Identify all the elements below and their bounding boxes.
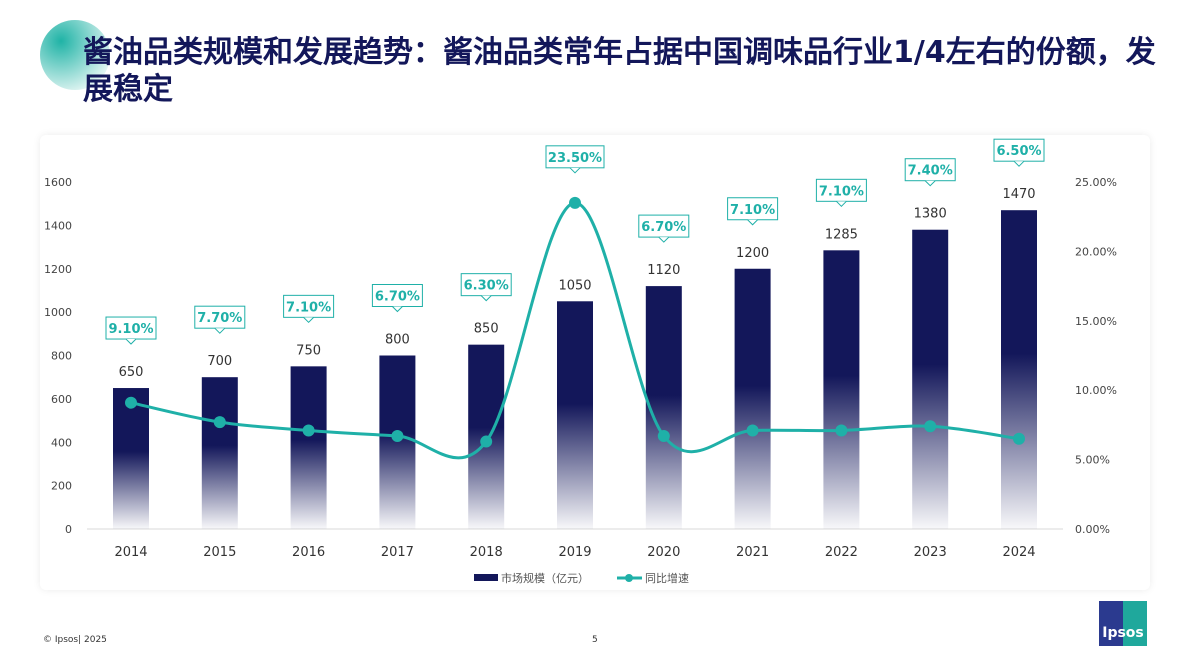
growth-label-pointer bbox=[569, 167, 581, 174]
x-tick-label: 2020 bbox=[647, 545, 680, 560]
bar bbox=[290, 366, 327, 529]
x-tick-label: 2021 bbox=[736, 545, 769, 560]
x-tick-label: 2023 bbox=[914, 545, 947, 560]
growth-label-pointer bbox=[392, 306, 403, 313]
growth-label: 6.50% bbox=[996, 144, 1041, 159]
bar-value-label: 1380 bbox=[914, 207, 947, 222]
bar-value-label: 1285 bbox=[825, 227, 858, 242]
x-tick-label: 2018 bbox=[470, 545, 503, 560]
bar bbox=[113, 388, 149, 529]
y2-tick-label: 20.00% bbox=[1075, 245, 1117, 258]
legend-bar-label: 市场规模（亿元） bbox=[501, 571, 589, 585]
y2-tick-label: 0.00% bbox=[1075, 523, 1110, 536]
growth-label: 6.70% bbox=[641, 220, 686, 235]
decorative-circle bbox=[40, 20, 110, 90]
y2-tick-label: 5.00% bbox=[1075, 454, 1110, 467]
bar-value-label: 750 bbox=[296, 343, 321, 358]
growth-label: 7.40% bbox=[908, 164, 953, 179]
bar-value-label: 1200 bbox=[736, 246, 769, 261]
growth-label: 6.30% bbox=[464, 279, 509, 294]
x-tick-label: 2015 bbox=[203, 545, 236, 560]
bar bbox=[201, 377, 238, 529]
growth-point bbox=[835, 424, 848, 437]
y-tick-label: 600 bbox=[51, 393, 72, 406]
growth-label-pointer bbox=[480, 295, 492, 302]
growth-label: 9.10% bbox=[108, 322, 153, 337]
x-tick-label: 2022 bbox=[825, 545, 858, 560]
y-tick-label: 1400 bbox=[44, 219, 72, 232]
page-number: 5 bbox=[592, 635, 598, 645]
growth-point bbox=[480, 435, 493, 448]
x-tick-label: 2019 bbox=[558, 545, 591, 560]
growth-label: 7.70% bbox=[197, 311, 242, 326]
growth-point bbox=[391, 430, 404, 443]
bar-value-label: 1050 bbox=[558, 278, 591, 293]
bar-value-label: 700 bbox=[207, 354, 232, 369]
bar bbox=[379, 355, 416, 529]
growth-point bbox=[213, 416, 226, 429]
y-tick-label: 0 bbox=[65, 523, 72, 536]
x-tick-label: 2024 bbox=[1002, 545, 1035, 560]
growth-label-pointer bbox=[836, 200, 847, 208]
growth-label: 7.10% bbox=[819, 184, 864, 199]
y-tick-label: 800 bbox=[51, 350, 72, 363]
y2-tick-label: 25.00% bbox=[1075, 176, 1117, 189]
y-tick-label: 1200 bbox=[44, 263, 72, 276]
bar bbox=[734, 268, 771, 529]
bar bbox=[912, 229, 949, 529]
y2-tick-label: 10.00% bbox=[1075, 384, 1117, 397]
growth-point bbox=[1013, 432, 1025, 445]
growth-label-pointer bbox=[747, 219, 758, 226]
y-tick-label: 1600 bbox=[44, 176, 72, 189]
bar-value-label: 1120 bbox=[647, 263, 680, 278]
bar bbox=[1001, 210, 1037, 529]
growth-label-pointer bbox=[1013, 160, 1025, 167]
ipsos-logo: Ipsos bbox=[1099, 601, 1147, 646]
y-tick-label: 1000 bbox=[44, 306, 72, 319]
x-tick-label: 2017 bbox=[381, 545, 414, 560]
page-title: 酱油品类规模和发展趋势：酱油品类常年占据中国调味品行业1/4左右的份额，发展稳定 bbox=[83, 35, 1156, 107]
bar-value-label: 650 bbox=[119, 365, 144, 380]
bar bbox=[557, 301, 593, 529]
growth-label: 23.50% bbox=[548, 151, 602, 166]
bar bbox=[645, 286, 682, 529]
bar-value-label: 850 bbox=[474, 322, 499, 337]
growth-label-pointer bbox=[214, 327, 226, 334]
growth-label-pointer bbox=[658, 236, 670, 243]
growth-label-pointer bbox=[303, 316, 314, 324]
growth-label: 7.10% bbox=[730, 203, 775, 218]
growth-point bbox=[924, 420, 937, 433]
growth-point bbox=[657, 430, 670, 443]
y-tick-label: 400 bbox=[51, 436, 72, 449]
legend-line-marker bbox=[625, 574, 633, 582]
growth-label-pointer bbox=[924, 180, 936, 187]
growth-point bbox=[746, 424, 759, 437]
growth-label: 7.10% bbox=[286, 300, 331, 315]
growth-label-pointer bbox=[125, 338, 137, 345]
x-tick-label: 2014 bbox=[114, 545, 147, 560]
legend-bar-swatch bbox=[474, 574, 498, 581]
y2-tick-label: 15.00% bbox=[1075, 315, 1117, 328]
growth-point bbox=[302, 424, 315, 437]
legend-line-label: 同比增速 bbox=[645, 571, 689, 585]
x-tick-label: 2016 bbox=[292, 545, 325, 560]
growth-point bbox=[125, 396, 137, 409]
growth-label: 6.70% bbox=[375, 290, 420, 305]
bar bbox=[823, 250, 860, 530]
y-tick-label: 200 bbox=[51, 480, 72, 493]
bar-value-label: 800 bbox=[385, 333, 410, 348]
copyright: © Ipsos| 2025 bbox=[43, 635, 107, 645]
bar-value-label: 1470 bbox=[1002, 187, 1035, 202]
growth-point bbox=[569, 196, 581, 209]
